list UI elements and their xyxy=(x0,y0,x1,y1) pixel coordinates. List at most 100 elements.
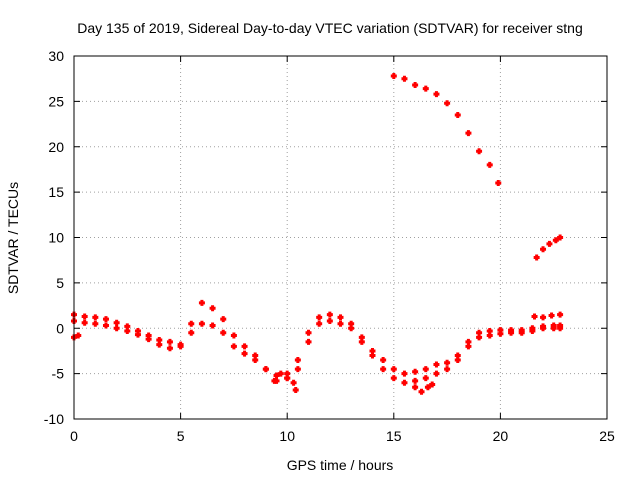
data-point xyxy=(252,357,259,364)
data-point xyxy=(418,388,425,395)
data-point xyxy=(198,299,205,306)
data-point xyxy=(290,379,297,386)
data-point xyxy=(540,314,547,321)
data-point xyxy=(531,313,538,320)
data-point xyxy=(390,72,397,79)
data-point xyxy=(518,329,525,336)
data-point xyxy=(401,370,408,377)
x-tick-label: 0 xyxy=(70,428,78,444)
y-tick-label: 20 xyxy=(48,139,64,155)
data-point xyxy=(337,314,344,321)
data-point xyxy=(113,325,120,332)
data-point xyxy=(102,322,109,329)
data-point xyxy=(444,100,451,107)
series-track-b xyxy=(71,317,564,386)
data-point xyxy=(241,350,248,357)
data-point xyxy=(284,375,291,382)
grid xyxy=(74,56,607,419)
data-point xyxy=(198,320,205,327)
y-tick-label: 25 xyxy=(48,93,64,109)
y-tick-label: -5 xyxy=(52,366,65,382)
data-points xyxy=(71,72,564,395)
data-point xyxy=(412,82,419,89)
x-tick-label: 25 xyxy=(599,428,615,444)
data-point xyxy=(412,384,419,391)
data-point xyxy=(230,343,237,350)
data-point xyxy=(495,180,502,187)
data-point xyxy=(422,375,429,382)
data-point xyxy=(540,325,547,332)
x-axis-label: GPS time / hours xyxy=(287,457,394,473)
data-point xyxy=(557,311,564,318)
plot-frame xyxy=(73,55,608,420)
y-tick-label: 0 xyxy=(56,320,64,336)
data-point xyxy=(337,320,344,327)
data-point xyxy=(454,111,461,118)
y-tick-label: -10 xyxy=(44,411,64,427)
data-point xyxy=(166,345,173,352)
series-track-e xyxy=(71,311,564,395)
data-point xyxy=(92,314,99,321)
data-point xyxy=(380,366,387,373)
data-point xyxy=(550,325,557,332)
data-point xyxy=(529,327,536,334)
data-point xyxy=(292,386,299,393)
data-point xyxy=(134,331,141,338)
data-point xyxy=(497,330,504,337)
data-point xyxy=(412,377,419,384)
data-point xyxy=(540,246,547,253)
axis-ticks: 0 5 10 15 20 25 -10 -5 0 5 10 15 20 25 30 xyxy=(44,48,615,444)
data-point xyxy=(326,317,333,324)
data-point xyxy=(294,366,301,373)
data-point xyxy=(380,357,387,364)
data-point xyxy=(412,368,419,375)
data-point xyxy=(316,320,323,327)
data-point xyxy=(358,338,365,345)
data-point xyxy=(476,334,483,341)
data-point xyxy=(124,327,131,334)
data-point xyxy=(557,234,564,241)
data-point xyxy=(369,352,376,359)
data-point xyxy=(422,85,429,92)
data-point xyxy=(145,336,152,343)
data-point xyxy=(113,319,120,326)
data-point xyxy=(273,372,280,379)
y-tick-label: 30 xyxy=(48,48,64,64)
data-point xyxy=(166,338,173,345)
data-point xyxy=(220,329,227,336)
data-point xyxy=(188,329,195,336)
data-point xyxy=(305,338,312,345)
data-point xyxy=(156,341,163,348)
y-axis-label: SDTVAR / TECUs xyxy=(5,182,21,294)
data-point xyxy=(102,316,109,323)
data-point xyxy=(557,325,564,332)
data-point xyxy=(348,325,355,332)
data-point xyxy=(486,161,493,168)
data-point xyxy=(75,332,82,339)
data-point xyxy=(486,332,493,339)
data-point xyxy=(429,381,436,388)
data-point xyxy=(548,312,555,319)
x-tick-label: 20 xyxy=(493,428,509,444)
data-point xyxy=(433,361,440,368)
data-point xyxy=(81,319,88,326)
data-point xyxy=(92,320,99,327)
data-point xyxy=(316,314,323,321)
series-track-c xyxy=(390,72,502,187)
x-tick-label: 5 xyxy=(177,428,185,444)
y-tick-label: 10 xyxy=(48,230,64,246)
y-tick-label: 5 xyxy=(56,275,64,291)
series-track-d xyxy=(533,234,564,261)
data-point xyxy=(465,343,472,350)
data-point xyxy=(262,366,269,373)
data-point xyxy=(433,91,440,98)
data-point xyxy=(401,75,408,82)
chart-title: Day 135 of 2019, Sidereal Day-to-day VTE… xyxy=(77,20,583,36)
data-point xyxy=(177,343,184,350)
data-point xyxy=(220,316,227,323)
data-point xyxy=(209,305,216,312)
data-point xyxy=(305,329,312,336)
data-point xyxy=(81,313,88,320)
